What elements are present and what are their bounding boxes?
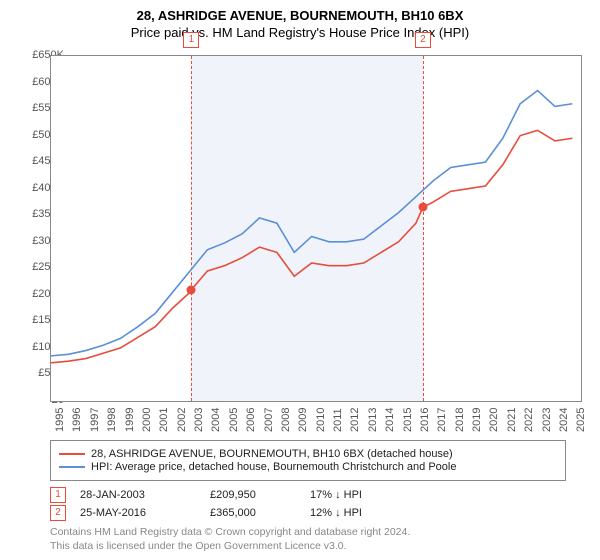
event-marker-label: 2: [415, 32, 431, 48]
x-tick-label: 2008: [280, 408, 292, 432]
x-tick-label: 2009: [297, 408, 309, 432]
chart-plot-area: 12: [50, 55, 582, 402]
x-tick-label: 1995: [54, 408, 66, 432]
event-marker-label: 1: [183, 32, 199, 48]
tx-price: £209,950: [210, 489, 310, 501]
x-tick-label: 2019: [471, 408, 483, 432]
x-tick-label: 2017: [436, 408, 448, 432]
footer-line-1: Contains HM Land Registry data © Crown c…: [50, 525, 410, 539]
x-tick-label: 1996: [71, 408, 83, 432]
tx-price: £365,000: [210, 507, 310, 519]
x-tick-label: 2000: [141, 408, 153, 432]
x-tick-label: 1999: [124, 408, 136, 432]
legend-item: 28, ASHRIDGE AVENUE, BOURNEMOUTH, BH10 6…: [59, 448, 557, 460]
chart-svg: [51, 56, 581, 401]
tx-marker-icon: 2: [50, 505, 66, 521]
x-tick-label: 2015: [402, 408, 414, 432]
table-row: 2 25-MAY-2016 £365,000 12% ↓ HPI: [50, 505, 410, 521]
series-line-price_paid: [51, 130, 572, 362]
tx-diff: 12% ↓ HPI: [310, 507, 410, 519]
legend-label: HPI: Average price, detached house, Bour…: [91, 461, 456, 473]
x-tick-label: 2013: [367, 408, 379, 432]
x-tick-label: 2004: [210, 408, 222, 432]
title-line-2: Price paid vs. HM Land Registry's House …: [0, 25, 600, 40]
tx-date: 28-JAN-2003: [80, 489, 210, 501]
x-tick-label: 2022: [523, 408, 535, 432]
legend-swatch-icon: [59, 453, 85, 455]
tx-marker-icon: 1: [50, 487, 66, 503]
x-tick-label: 2001: [158, 408, 170, 432]
x-tick-label: 2012: [349, 408, 361, 432]
legend: 28, ASHRIDGE AVENUE, BOURNEMOUTH, BH10 6…: [50, 440, 566, 481]
tx-diff: 17% ↓ HPI: [310, 489, 410, 501]
x-tick-label: 1998: [106, 408, 118, 432]
x-tick-label: 2021: [506, 408, 518, 432]
legend-swatch-icon: [59, 466, 85, 468]
footer: Contains HM Land Registry data © Crown c…: [50, 525, 410, 553]
chart-container: 28, ASHRIDGE AVENUE, BOURNEMOUTH, BH10 6…: [0, 0, 600, 560]
tx-date: 25-MAY-2016: [80, 507, 210, 519]
x-tick-label: 2006: [245, 408, 257, 432]
x-tick-label: 2016: [419, 408, 431, 432]
x-tick-label: 2005: [228, 408, 240, 432]
event-dot: [418, 203, 427, 212]
x-tick-label: 2014: [384, 408, 396, 432]
x-tick-label: 2010: [315, 408, 327, 432]
x-tick-label: 1997: [89, 408, 101, 432]
x-tick-label: 2007: [263, 408, 275, 432]
footer-line-2: This data is licensed under the Open Gov…: [50, 539, 410, 553]
table-row: 1 28-JAN-2003 £209,950 17% ↓ HPI: [50, 487, 410, 503]
legend-item: HPI: Average price, detached house, Bour…: [59, 461, 557, 473]
title-block: 28, ASHRIDGE AVENUE, BOURNEMOUTH, BH10 6…: [0, 0, 600, 40]
title-line-1: 28, ASHRIDGE AVENUE, BOURNEMOUTH, BH10 6…: [0, 8, 600, 23]
x-tick-label: 2023: [541, 408, 553, 432]
x-tick-label: 2020: [488, 408, 500, 432]
x-tick-label: 2024: [558, 408, 570, 432]
x-tick-label: 2018: [454, 408, 466, 432]
transactions-table: 1 28-JAN-2003 £209,950 17% ↓ HPI 2 25-MA…: [50, 485, 410, 523]
x-tick-label: 2011: [332, 408, 344, 432]
x-tick-label: 2025: [575, 408, 587, 432]
legend-label: 28, ASHRIDGE AVENUE, BOURNEMOUTH, BH10 6…: [91, 448, 453, 460]
event-dot: [187, 285, 196, 294]
series-line-hpi: [51, 91, 572, 356]
x-tick-label: 2002: [176, 408, 188, 432]
x-tick-label: 2003: [193, 408, 205, 432]
